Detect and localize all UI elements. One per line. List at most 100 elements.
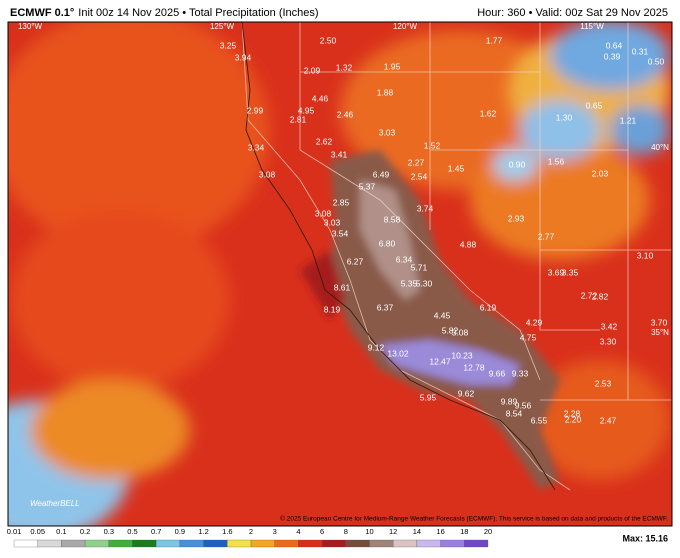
colorbar-tick: 0.5 [127, 527, 137, 536]
point-value: 1.32 [336, 62, 353, 72]
point-value: 1.56 [548, 156, 565, 166]
point-value: 3.54 [332, 228, 349, 238]
point-value: 8.19 [324, 304, 341, 314]
copyright: © 2025 European Centre for Medium-Range … [280, 515, 668, 523]
point-value: 6.27 [347, 256, 364, 266]
point-value: 2.50 [320, 35, 337, 45]
colorbar-segment [37, 539, 62, 548]
point-value: 2.62 [316, 136, 333, 146]
point-value: 3.42 [601, 321, 618, 331]
point-value: 3.74 [417, 203, 434, 213]
point-value: 10.23 [451, 350, 473, 360]
point-value: 3.70 [651, 317, 668, 327]
colorbar-segment [203, 539, 228, 548]
point-value: 2.77 [538, 231, 555, 241]
header-info: Init 00z 14 Nov 2025 • Total Precipitati… [78, 7, 318, 19]
point-value: 3.69 [548, 267, 565, 277]
point-value: 0.65 [586, 100, 603, 110]
colorbar-segment [179, 539, 204, 548]
point-value: 6.37 [377, 302, 394, 312]
point-value: 6.49 [373, 169, 390, 179]
point-value: 2.54 [411, 171, 428, 181]
precip-field [8, 22, 672, 526]
colorbar-segment [393, 539, 418, 548]
point-value: 0.90 [509, 159, 526, 169]
grid-label: 115°W [580, 22, 604, 31]
overlay: 130°W 125°W 120°W 115°W 40°N 35°N 3.25 3.94 2.50… [7, 22, 669, 548]
point-value: 5.30 [416, 278, 433, 288]
colorbar-tick: 2 [249, 527, 253, 536]
colorbar-segment [369, 539, 394, 548]
point-value: 0.31 [632, 46, 649, 56]
colorbar-tick: 18 [460, 527, 468, 536]
point-value: 0.50 [648, 56, 665, 66]
point-value: 1.21 [620, 115, 637, 125]
point-value: 4.29 [526, 317, 543, 327]
colorbar-segment [84, 539, 109, 548]
point-value: 9.89 [501, 396, 518, 406]
colorbar-tick: 0.1 [56, 527, 66, 536]
point-value: 6.19 [480, 302, 497, 312]
colorbar-tick: 20 [484, 527, 492, 536]
grid-label: 120°W [393, 22, 418, 31]
map-frame [7, 21, 673, 527]
point-value: 5.71 [411, 262, 428, 272]
grid-label: 40°N [651, 143, 669, 152]
point-value: 3.41 [331, 149, 348, 159]
colorbar-tick: 16 [436, 527, 444, 536]
colorbar-tick: 0.9 [175, 527, 185, 536]
point-value: 2.27 [408, 157, 425, 167]
point-value: 2.46 [337, 109, 354, 119]
point-value: 5.82 [442, 325, 459, 335]
grid-label: 35°N [651, 328, 669, 337]
point-value: 3.94 [235, 52, 252, 62]
colorbar-tick: 0.01 [7, 527, 22, 536]
point-value: 2.93 [508, 213, 525, 223]
grid-label: 130°W [18, 22, 43, 31]
colorbar-tick: 0.7 [151, 527, 161, 536]
point-value: 2.20 [565, 414, 582, 424]
point-value: 2.03 [592, 168, 609, 178]
point-value: 8.61 [334, 282, 351, 292]
colorbar-segment [464, 539, 489, 548]
colorbar-tick: 1.2 [198, 527, 208, 536]
point-value: 5.37 [359, 181, 376, 191]
point-value: 3.35 [562, 267, 579, 277]
colorbar-tick: 10 [365, 527, 373, 536]
point-value: 2.53 [595, 378, 612, 388]
point-value: 9.12 [368, 342, 385, 352]
point-value: 3.03 [379, 127, 396, 137]
max-value: Max: 15.16 [622, 533, 668, 543]
colorbar-tick: 14 [413, 527, 421, 536]
coastline [241, 22, 556, 491]
colorbar-segment [13, 539, 38, 548]
point-value: 2.85 [333, 197, 350, 207]
point-value: 3.03 [324, 217, 341, 227]
point-value: 6.55 [531, 415, 548, 425]
colorbar-segment [227, 539, 252, 548]
colorbar-segment [61, 539, 86, 548]
point-value: 1.45 [448, 163, 465, 173]
point-value: 1.95 [384, 61, 401, 71]
point-value: 9.66 [489, 368, 506, 378]
colorbar-tick: 8 [344, 527, 348, 536]
point-value: 3.08 [452, 327, 469, 337]
point-value: 4.45 [434, 310, 451, 320]
point-value: 4.75 [520, 332, 537, 342]
point-value: 2.81 [290, 114, 307, 124]
point-value: 0.39 [604, 51, 621, 61]
colorbar-segment [345, 539, 370, 548]
watermark: WeatherBELL [30, 499, 80, 508]
point-value: 3.10 [637, 250, 654, 260]
colorbar-segment [274, 539, 299, 548]
point-value: 8.58 [384, 214, 401, 224]
point-value: 3.08 [315, 208, 332, 218]
colorbar-tick: 3 [273, 527, 277, 536]
point-value: 3.34 [248, 142, 265, 152]
point-value: 1.88 [377, 87, 394, 97]
point-value: 2.82 [592, 291, 609, 301]
point-value: 1.77 [486, 35, 503, 45]
colorbar-segment [298, 539, 323, 548]
point-value: 1.30 [556, 112, 573, 122]
